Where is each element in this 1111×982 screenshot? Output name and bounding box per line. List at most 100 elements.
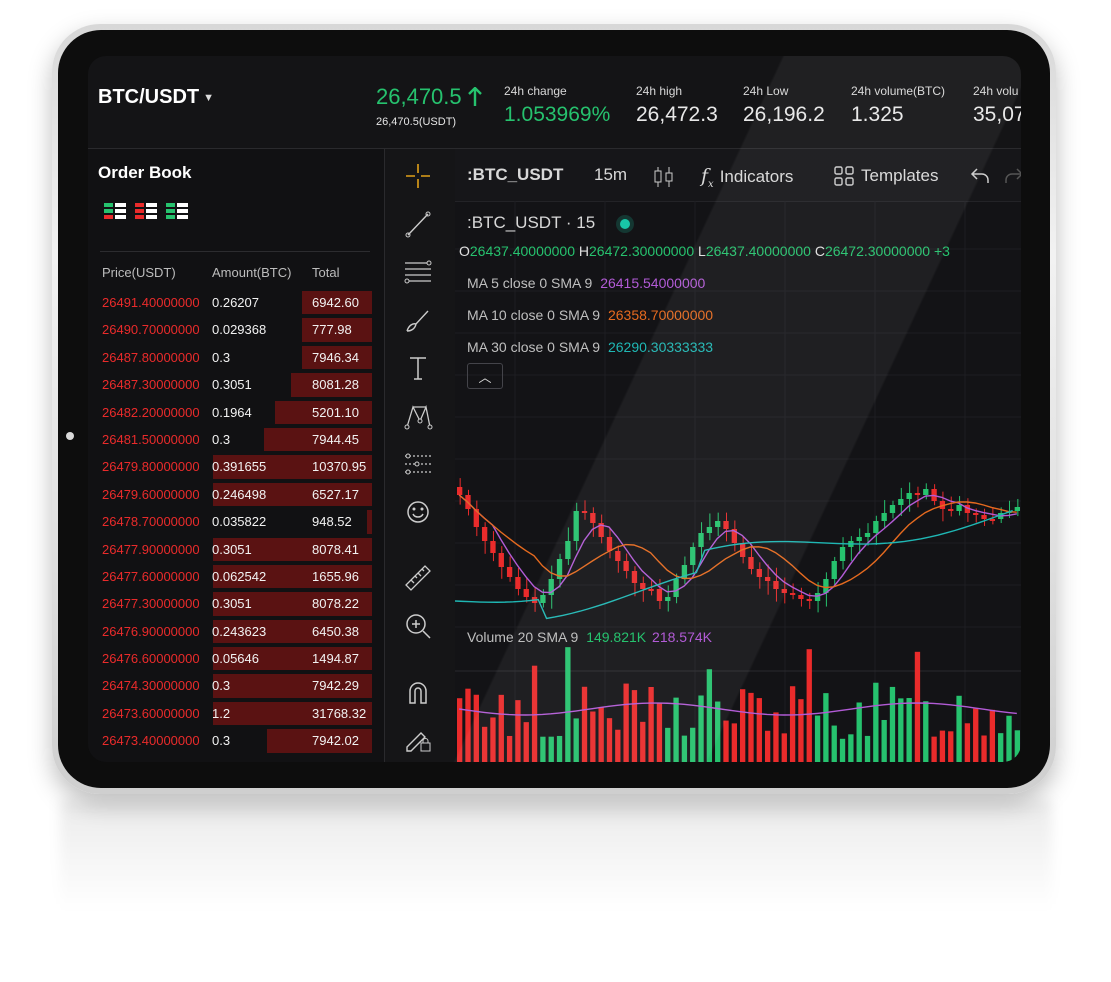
volume-legend: Volume 20 SMA 9 149.821K 218.574K <box>467 629 712 645</box>
candle-body <box>789 593 796 595</box>
chart-symbol-button[interactable]: :BTC_USDT <box>467 165 564 184</box>
candle-body <box>590 513 596 523</box>
bids-only-view-icon[interactable] <box>166 203 188 225</box>
order-book-row[interactable]: 26487.30000000 0.3051 8081.28 <box>88 371 384 398</box>
last-price: 26,470.5 26,470.5(USDT) <box>376 84 482 128</box>
crosshair-icon[interactable] <box>403 161 433 191</box>
brush-icon[interactable] <box>403 305 433 335</box>
ruler-icon[interactable] <box>403 563 433 593</box>
order-book-row[interactable]: 26474.30000000 0.3 7942.29 <box>88 672 384 699</box>
trend-line-icon[interactable] <box>403 209 433 239</box>
zoom-in-icon[interactable] <box>403 611 433 641</box>
fib-icon[interactable] <box>403 257 433 287</box>
row-total: 7944.45 <box>312 431 359 447</box>
volume-value: 149.821K <box>586 629 647 645</box>
chevron-up-icon: ︿ <box>478 369 492 385</box>
row-price: 26474.30000000 <box>102 678 200 694</box>
volume-bar <box>481 726 488 762</box>
row-total: 6450.38 <box>312 623 359 639</box>
order-book-row[interactable]: 26487.80000000 0.3 7946.34 <box>88 344 384 371</box>
order-book-row[interactable]: 26479.60000000 0.246498 6527.17 <box>88 481 384 508</box>
order-book-row[interactable]: 26477.30000000 0.3051 8078.22 <box>88 590 384 617</box>
order-book-row[interactable]: 26473.60000000 1.2 31768.32 <box>88 700 384 727</box>
volume-bar <box>973 708 979 762</box>
volume-bar <box>773 712 779 762</box>
prediction-icon[interactable] <box>403 449 433 479</box>
candle-body <box>598 523 604 537</box>
candle-body <box>731 529 737 543</box>
candle-body <box>964 505 971 513</box>
pair-selector[interactable]: BTC/USDT ▼ <box>98 86 214 109</box>
stat-label: 24h volu <box>973 84 1019 98</box>
undo-button[interactable] <box>969 165 991 187</box>
volume-bar <box>681 735 688 762</box>
row-amount: 0.3 <box>212 431 231 447</box>
close-label: C <box>814 243 825 259</box>
text-icon[interactable] <box>403 353 433 383</box>
candle-body <box>981 515 987 519</box>
order-book-row[interactable]: 26491.40000000 0.26207 6942.60 <box>88 289 384 316</box>
candlestick-chart[interactable] <box>455 149 1021 762</box>
lock-drawings-icon[interactable] <box>403 723 433 753</box>
column-price: Price(USDT) <box>102 265 176 280</box>
asks-only-view-icon[interactable] <box>135 203 157 225</box>
candle-body <box>581 511 588 513</box>
redo-button[interactable] <box>1003 165 1021 187</box>
templates-button[interactable]: Templates <box>833 165 938 187</box>
row-total: 8078.22 <box>312 596 359 612</box>
ma-label: MA 10 close 0 SMA 9 <box>467 307 601 323</box>
order-book-row[interactable]: 26476.90000000 0.243623 6450.38 <box>88 618 384 645</box>
magnet-icon[interactable] <box>403 677 433 707</box>
candle-body <box>956 505 962 511</box>
row-price: 26476.90000000 <box>102 623 200 639</box>
candle-body <box>823 579 829 593</box>
order-book-row[interactable]: 26473.40000000 0.3 7942.02 <box>88 727 384 754</box>
emoji-icon[interactable] <box>403 497 433 527</box>
candle-body <box>515 577 521 589</box>
order-book-row[interactable]: 26479.80000000 0.391655 10370.95 <box>88 453 384 480</box>
volume-bar <box>531 665 538 762</box>
volume-bar <box>556 735 563 762</box>
volume-bar <box>715 701 721 762</box>
candle-body <box>548 579 554 595</box>
collapse-legend-button[interactable]: ︿ <box>467 363 503 389</box>
order-book-row[interactable]: 26478.70000000 0.035822 948.52 <box>88 508 384 535</box>
volume-bar <box>690 727 696 762</box>
interval-button[interactable]: 15m <box>594 165 628 184</box>
chart-type-button[interactable] <box>653 165 675 189</box>
volume-bar <box>781 733 787 762</box>
candle-body <box>806 599 812 601</box>
pattern-icon[interactable] <box>403 401 433 431</box>
row-price: 26481.50000000 <box>102 431 200 447</box>
row-amount: 0.035822 <box>212 514 267 530</box>
volume-bar <box>656 702 663 762</box>
candle-body <box>764 577 771 581</box>
order-book-row[interactable]: 26481.50000000 0.3 7944.45 <box>88 426 384 453</box>
order-book-row[interactable]: 26490.70000000 0.029368 777.98 <box>88 316 384 343</box>
row-amount: 0.3051 <box>212 377 252 393</box>
volume-bar <box>673 697 679 762</box>
both-sides-view-icon[interactable] <box>104 203 126 225</box>
volume-bar <box>548 736 554 762</box>
order-book-row[interactable]: 26476.60000000 0.05646 1494.87 <box>88 645 384 672</box>
depth-bar <box>213 537 372 561</box>
order-book-row[interactable]: 26477.90000000 0.3051 8078.41 <box>88 536 384 563</box>
order-book-row[interactable]: 26477.60000000 0.062542 1655.96 <box>88 563 384 590</box>
candles-icon <box>654 167 673 187</box>
stat-label: 24h high <box>636 84 683 98</box>
row-price: 26487.30000000 <box>102 377 200 393</box>
indicators-button[interactable]: fx Indicators <box>701 165 793 190</box>
low-label: L <box>698 243 706 259</box>
ma5-legend: MA 5 close 0 SMA 9 26415.54000000 <box>467 275 705 291</box>
high-value: 26472.30000000 <box>589 243 695 259</box>
candle-body <box>565 541 571 559</box>
volume-bar <box>806 649 812 762</box>
candle-body <box>481 527 488 541</box>
depth-bar <box>213 592 372 616</box>
candle-body <box>573 511 579 541</box>
volume-bar <box>764 730 771 762</box>
open-value: 26437.40000000 <box>469 243 575 259</box>
order-book-row[interactable]: 26482.20000000 0.1964 5201.10 <box>88 399 384 426</box>
candle-body <box>756 569 762 577</box>
candle-body <box>615 551 621 561</box>
